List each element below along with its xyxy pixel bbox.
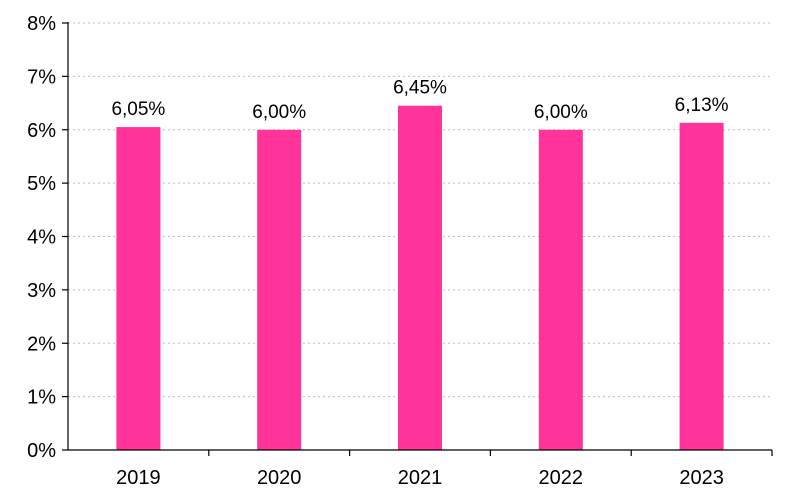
data-label-2022: 6,00% [534, 102, 588, 123]
x-category-label: 2021 [398, 467, 443, 489]
bar-2021 [398, 105, 442, 450]
data-label-2020: 6,00% [252, 102, 306, 123]
bar-2019 [116, 127, 161, 451]
data-label-2019: 6,05% [111, 99, 165, 120]
y-tick-label: 7% [27, 66, 56, 88]
x-category-label: 2019 [116, 467, 161, 489]
bar-2022 [538, 129, 583, 450]
y-tick-label: 2% [27, 333, 56, 355]
bar-2023 [679, 122, 724, 450]
y-tick-label: 1% [27, 387, 56, 409]
x-category-labels: 2019 2020 2021 2022 2023 [116, 450, 773, 489]
x-category-label: 2023 [679, 467, 724, 489]
data-labels: 6,05% 6,00% 6,45% 6,00% 6,13% [111, 78, 728, 123]
axes [67, 22, 772, 451]
x-category-label: 2020 [257, 467, 302, 489]
x-category-label: 2022 [539, 467, 584, 489]
y-tick-label: 6% [27, 120, 56, 142]
y-tick-label: 4% [27, 227, 56, 249]
data-label-2023: 6,13% [675, 95, 729, 116]
y-tick-label: 5% [27, 173, 56, 195]
y-tick-label: 0% [27, 440, 56, 462]
y-tick-labels: 0% 1% 2% 3% 4% 5% 6% 7% 8% [27, 13, 56, 462]
bar-2020 [257, 129, 302, 450]
data-label-2021: 6,45% [393, 78, 447, 99]
y-tick-label: 8% [27, 13, 56, 35]
y-tick-label: 3% [27, 280, 56, 302]
bars [116, 105, 724, 451]
